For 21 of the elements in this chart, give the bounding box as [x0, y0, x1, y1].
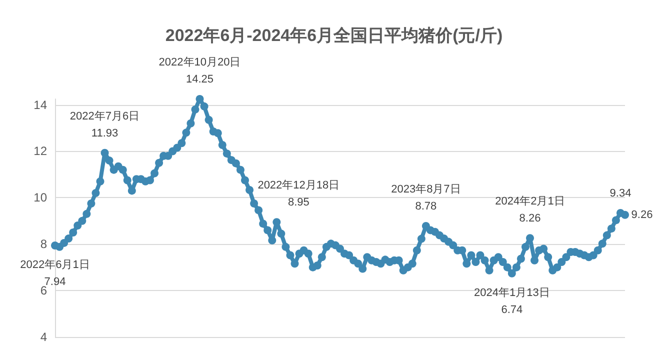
annotation: 2022年12月18日 — [258, 180, 340, 192]
annotation: 2022年10月20日 — [158, 56, 241, 68]
y-tick-label: 12 — [34, 144, 48, 158]
annotation: 2023年8月7日 — [391, 184, 461, 196]
annotation: 2022年7月6日 — [70, 110, 140, 122]
data-label: 9.26 — [631, 208, 653, 221]
data-label: 8.95 — [288, 196, 310, 209]
data-label: 11.93 — [91, 127, 118, 140]
data-label: 9.34 — [610, 188, 632, 200]
annotation: 2024年2月1日 — [495, 196, 565, 208]
y-tick-label: 4 — [40, 330, 48, 344]
chart-title: 2022年6月-2024年6月全国日平均猪价(元/斤) — [165, 26, 503, 45]
annotation: 2022年6月1日 — [20, 259, 90, 272]
data-label: 14.25 — [186, 74, 214, 86]
annotation: 2024年1月13日 — [474, 286, 550, 299]
data-label: 8.78 — [415, 200, 437, 213]
data-label: 6.74 — [501, 304, 523, 316]
y-tick-label: 10 — [34, 190, 48, 205]
y-tick-label: 14 — [34, 98, 48, 112]
data-label: 8.26 — [519, 212, 541, 225]
y-tick-label: 8 — [40, 237, 48, 252]
